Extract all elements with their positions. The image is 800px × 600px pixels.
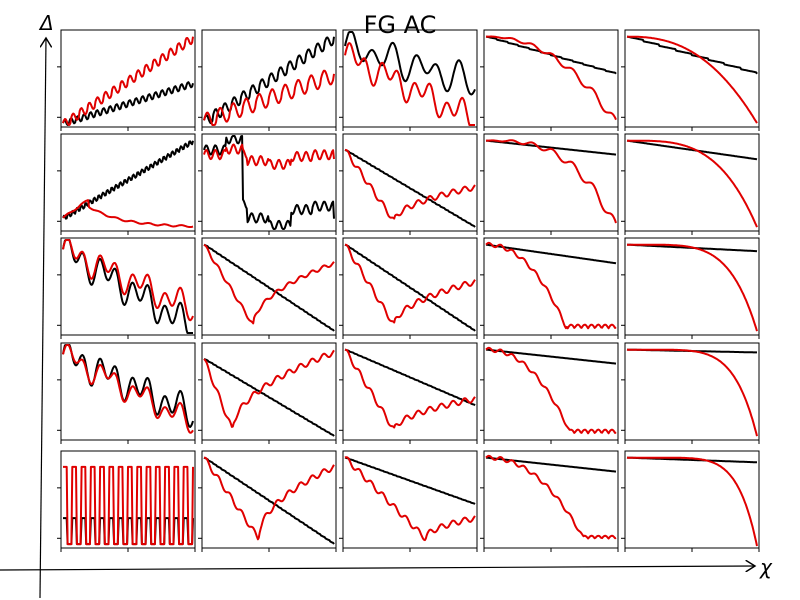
black-series-line [344,148,476,228]
panel-frame [342,450,478,549]
red-series-line [203,69,335,126]
x-axis-label: χ [759,555,773,579]
panel-r2-c1 [57,133,196,235]
red-series-line [62,36,194,126]
red-series-line [344,148,476,220]
panel-grid [57,29,760,552]
black-series-line [485,139,617,156]
red-series-line [626,348,758,437]
black-series-line [344,348,476,407]
panel-r2-c2 [198,133,337,235]
black-series-line [62,140,194,220]
panel-r5-c1 [57,450,196,552]
red-series-line [344,456,476,542]
panel-r5-c2 [198,450,337,552]
red-series-line [626,243,758,332]
red-series-line [203,349,335,428]
red-series-line [62,239,194,322]
panel-r1-c3 [339,29,478,131]
red-series-line [62,199,194,228]
panel-frame [624,29,760,128]
panel-r3-c2 [198,237,337,339]
x-axis-arrow [0,566,755,570]
red-series-line [203,143,335,170]
panel-r5-c3 [339,450,478,552]
red-series-line [62,465,194,546]
black-series-line [203,456,335,545]
red-series-line [626,139,758,228]
black-series-line [344,31,476,96]
black-series-line [203,36,335,125]
red-series-line [485,241,617,330]
black-series-line [203,357,335,437]
black-series-line [203,243,335,332]
panel-r1-c2 [198,29,337,131]
red-series-line [485,35,617,121]
black-series-line [485,35,617,75]
red-series-line [626,35,758,124]
y-axis-label: Δ [38,11,54,35]
panel-r3-c3 [339,237,478,339]
panel-r1-c4 [480,29,619,131]
black-series-line [344,243,476,332]
black-series-line [344,456,476,505]
panel-r4-c1 [57,342,196,444]
panel-r1-c5 [621,29,760,131]
black-series-line [62,344,194,428]
panel-r5-c5 [621,450,760,552]
panel-r3-c4 [480,237,619,339]
panel-r4-c5 [621,342,760,444]
black-series-line [485,243,617,265]
black-series-line [485,348,617,365]
y-axis-arrow [39,38,46,599]
black-series-line [203,135,335,230]
panel-r2-c5 [621,133,760,235]
panel-r2-c4 [480,133,619,235]
red-series-line [344,348,476,429]
red-series-line [344,243,476,324]
red-series-line [485,454,617,540]
red-series-line [62,344,194,434]
red-series-line [203,243,335,325]
red-series-line [626,456,758,547]
panel-r5-c4 [480,450,619,552]
panel-frame [624,450,760,549]
panel-r1-c1 [57,29,196,131]
panel-r3-c1 [57,237,196,339]
black-series-line [626,35,758,75]
red-series-line [485,346,617,435]
panel-frame [483,29,619,128]
panel-r2-c3 [339,133,478,235]
red-series-line [344,42,476,126]
panel-frame [624,342,760,441]
red-series-line [485,139,617,224]
black-series-line [626,139,758,161]
black-series-line [62,81,194,126]
panel-r4-c3 [339,342,478,444]
panel-r4-c2 [198,342,337,444]
chart-title: FG AC [364,11,437,39]
red-series-line [203,456,335,541]
panel-r3-c5 [621,237,760,339]
panel-frame [483,237,619,336]
panel-r4-c4 [480,342,619,444]
black-series-line [485,456,617,473]
